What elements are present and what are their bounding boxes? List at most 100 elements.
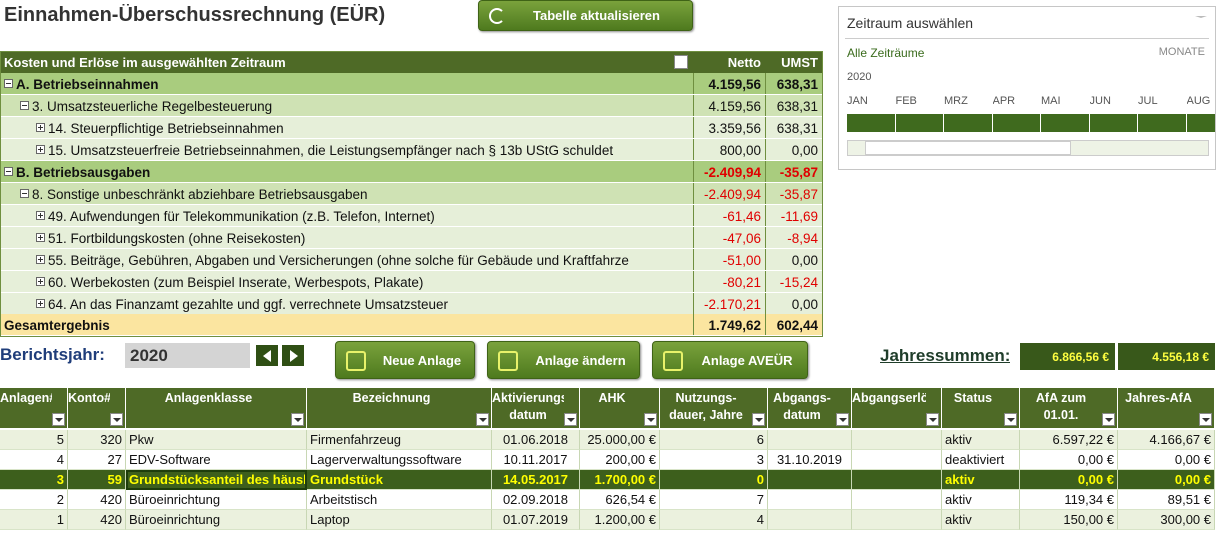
asset-cell[interactable]: Arbeitstisch [307,490,492,510]
asset-cell[interactable]: 14.05.2017 [492,470,580,490]
asset-cell[interactable]: EDV-Software [126,450,307,470]
expand-toggle[interactable] [4,167,13,176]
action-button[interactable]: Neue Anlage [335,341,475,379]
asset-cell[interactable]: 0,00 € [1020,450,1118,470]
asset-cell[interactable]: Grundstücksanteil des häusl [126,470,307,490]
filter-dropdown[interactable] [1004,413,1017,426]
asset-cell[interactable]: Grundstück [307,470,492,490]
asset-cell[interactable]: 7 [660,490,768,510]
filter-dropdown[interactable] [1199,413,1212,426]
asset-cell[interactable]: aktiv [942,470,1020,490]
asset-cell[interactable]: 420 [68,510,126,530]
filter-dropdown[interactable] [110,413,123,426]
asset-cell[interactable]: 0,00 € [1118,450,1215,470]
asset-cell[interactable]: 10.11.2017 [492,450,580,470]
asset-cell[interactable]: 25.000,00 € [580,430,660,450]
asset-cell[interactable]: 6.597,22 € [1020,430,1118,450]
asset-cell[interactable]: 3 [0,470,68,490]
asset-cell[interactable]: 2 [0,490,68,510]
month-cell[interactable] [895,114,943,132]
asset-cell[interactable]: Firmenfahrzeug [307,430,492,450]
asset-cell[interactable]: 0 [660,470,768,490]
asset-cell[interactable]: 0,00 € [1118,470,1215,490]
asset-cell[interactable]: 1 [0,510,68,530]
pivot-filter-button[interactable] [674,55,688,69]
year-arrow-button[interactable] [255,344,279,367]
filter-dropdown[interactable] [52,413,65,426]
filter-dropdown[interactable] [752,413,765,426]
month-cell[interactable] [847,114,895,132]
asset-cell[interactable]: 89,51 € [1118,490,1215,510]
asset-cell[interactable]: aktiv [942,490,1020,510]
filter-clear[interactable] [1195,16,1207,28]
asset-cell[interactable]: 4 [0,450,68,470]
filter-dropdown[interactable] [476,413,489,426]
filter-dropdown[interactable] [564,413,577,426]
filter-dropdown[interactable] [1102,413,1115,426]
expand-toggle[interactable] [36,123,45,132]
asset-cell[interactable] [768,510,852,530]
asset-cell[interactable]: 200,00 € [580,450,660,470]
month-cell[interactable] [1138,114,1186,132]
level-selector[interactable]: MONATE [1158,46,1205,58]
asset-cell[interactable] [852,510,942,530]
all-periods[interactable]: Alle Zeiträume [847,46,925,60]
asset-cell[interactable]: 01.07.2019 [492,510,580,530]
asset-cell[interactable] [768,490,852,510]
year-arrow-button[interactable] [281,344,305,367]
asset-cell[interactable]: Büroeinrichtung [126,510,307,530]
asset-cell[interactable]: 01.06.2018 [492,430,580,450]
expand-toggle[interactable] [36,233,45,242]
asset-cell[interactable] [852,470,942,490]
asset-cell[interactable]: 150,00 € [1020,510,1118,530]
expand-toggle[interactable] [36,211,45,220]
asset-cell[interactable] [852,450,942,470]
asset-cell[interactable]: Büroeinrichtung [126,490,307,510]
asset-cell[interactable]: 420 [68,490,126,510]
month-cell[interactable] [992,114,1040,132]
action-button[interactable]: Anlage ändern [487,341,640,379]
asset-cell[interactable]: Pkw [126,430,307,450]
asset-cell[interactable] [768,470,852,490]
asset-cell[interactable]: Laptop [307,510,492,530]
asset-cell[interactable]: 1.200,00 € [580,510,660,530]
refresh-button[interactable]: Tabelle aktualisieren [478,0,693,31]
filter-dropdown[interactable] [644,413,657,426]
asset-cell[interactable]: 31.10.2019 [768,450,852,470]
asset-cell[interactable] [768,430,852,450]
asset-cell[interactable]: 626,54 € [580,490,660,510]
asset-cell[interactable]: 0,00 € [1020,470,1118,490]
action-button[interactable]: Anlage AVEÜR [652,341,808,379]
filter-dropdown[interactable] [836,413,849,426]
filter-dropdown[interactable] [291,413,304,426]
expand-toggle[interactable] [4,79,13,88]
month-cell[interactable] [1089,114,1137,132]
month-cell[interactable] [1041,114,1089,132]
expand-toggle[interactable] [36,277,45,286]
asset-cell[interactable]: 320 [68,430,126,450]
asset-cell[interactable]: 119,34 € [1020,490,1118,510]
asset-cell[interactable]: 6 [660,430,768,450]
expand-toggle[interactable] [36,145,45,154]
expand-toggle[interactable] [36,255,45,264]
filter-dropdown[interactable] [926,413,939,426]
asset-cell[interactable]: 02.09.2018 [492,490,580,510]
asset-cell[interactable]: 59 [68,470,126,490]
expand-toggle[interactable] [36,299,45,308]
asset-cell[interactable]: 27 [68,450,126,470]
expand-toggle[interactable] [20,101,29,110]
asset-cell[interactable]: deaktiviert [942,450,1020,470]
asset-cell[interactable]: aktiv [942,430,1020,450]
asset-cell[interactable]: 5 [0,430,68,450]
asset-cell[interactable]: 1.700,00 € [580,470,660,490]
expand-toggle[interactable] [20,189,29,198]
asset-cell[interactable] [852,490,942,510]
asset-cell[interactable]: aktiv [942,510,1020,530]
asset-cell[interactable]: Lagerverwaltungssoftware [307,450,492,470]
month-cell[interactable] [1186,114,1215,132]
asset-cell[interactable]: 300,00 € [1118,510,1215,530]
asset-cell[interactable]: 3 [660,450,768,470]
month-cell[interactable] [944,114,992,132]
asset-cell[interactable]: 4.166,67 € [1118,430,1215,450]
asset-cell[interactable]: 4 [660,510,768,530]
